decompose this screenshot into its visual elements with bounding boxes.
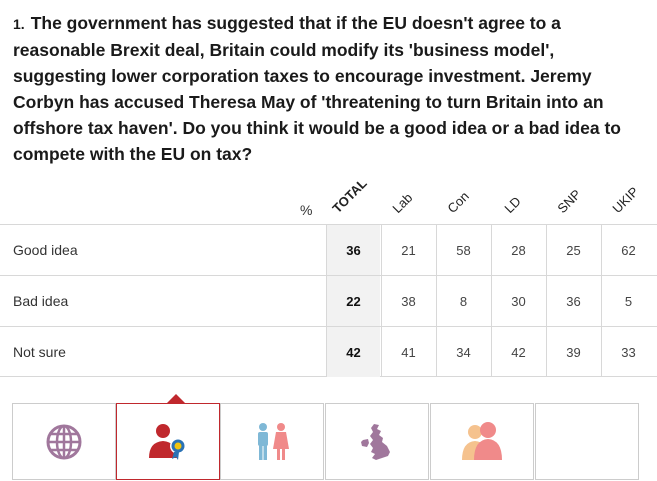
tab-age[interactable] — [430, 403, 534, 480]
globe-icon — [46, 424, 82, 459]
cell-ukip: 62 — [601, 225, 655, 275]
active-tab-pointer — [167, 394, 185, 403]
col-header-lab: Lab — [389, 190, 416, 216]
tab-empty[interactable] — [535, 403, 639, 480]
percent-label: % — [300, 202, 313, 218]
cell-ld: 42 — [491, 327, 545, 377]
row-label-not-sure: Not sure — [13, 344, 66, 360]
table-row: Bad idea 22 38 8 30 36 5 — [0, 275, 657, 326]
tab-region[interactable] — [325, 403, 429, 480]
cell-lab: 21 — [381, 225, 435, 275]
table-body: Good idea 36 21 58 28 25 62 Bad idea 22 … — [0, 224, 657, 377]
cell-con: 34 — [436, 327, 490, 377]
cell-lab: 38 — [381, 276, 435, 326]
cell-lab: 41 — [381, 327, 435, 377]
question-body: The government has suggested that if the… — [13, 13, 621, 164]
cell-total: 42 — [326, 327, 380, 377]
table-header: % TOTAL Lab Con LD SNP UKIP — [0, 170, 657, 224]
table-row: Not sure 42 41 34 42 39 33 — [0, 326, 657, 377]
col-header-ukip: UKIP — [609, 183, 642, 216]
cell-ld: 30 — [491, 276, 545, 326]
col-header-con: Con — [444, 188, 472, 216]
cell-total: 22 — [326, 276, 380, 326]
col-header-snp: SNP — [554, 186, 584, 216]
cell-ukip: 5 — [601, 276, 655, 326]
cell-snp: 39 — [546, 327, 600, 377]
question-text: 1. The government has suggested that if t… — [13, 10, 643, 167]
uk-map-icon — [361, 423, 390, 460]
people-age-icon — [462, 421, 502, 460]
table-row: Good idea 36 21 58 28 25 62 — [0, 224, 657, 275]
question-number: 1. — [13, 16, 25, 32]
cell-ukip: 33 — [601, 327, 655, 377]
tab-all[interactable] — [12, 403, 116, 480]
cell-con: 8 — [436, 276, 490, 326]
male-female-icon — [258, 422, 289, 460]
cell-ld: 28 — [491, 225, 545, 275]
col-header-total: TOTAL — [329, 175, 370, 216]
tab-gender[interactable] — [220, 403, 324, 480]
person-award-icon — [149, 423, 186, 460]
cell-snp: 25 — [546, 225, 600, 275]
cell-total: 36 — [326, 225, 380, 275]
row-label-good-idea: Good idea — [13, 242, 78, 258]
tab-voting-intention[interactable] — [116, 403, 220, 480]
cell-con: 58 — [436, 225, 490, 275]
col-header-ld: LD — [501, 193, 524, 216]
row-label-bad-idea: Bad idea — [13, 293, 69, 309]
cell-snp: 36 — [546, 276, 600, 326]
breakdown-tabs — [12, 394, 640, 481]
